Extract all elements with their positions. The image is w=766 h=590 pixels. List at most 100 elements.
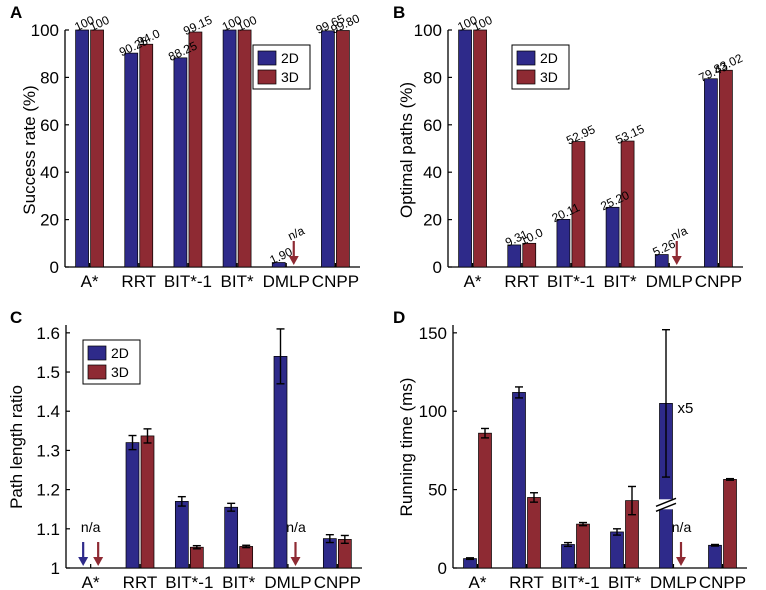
na-arrow-head bbox=[671, 256, 682, 265]
panel-label: C bbox=[10, 308, 22, 327]
panel-label: A bbox=[10, 3, 22, 22]
y-tick-label: 20 bbox=[40, 211, 59, 230]
bar bbox=[561, 544, 575, 569]
legend-swatch-2d bbox=[257, 50, 277, 66]
value-label: n/a bbox=[669, 223, 690, 243]
legend-swatch-3d bbox=[516, 69, 536, 85]
na-arrow bbox=[671, 241, 682, 265]
axis-break-line bbox=[655, 502, 677, 512]
bar bbox=[273, 356, 288, 569]
plot-area: 1 1.1 1.2 1.3 1.4 1.5 1.6 A* RRT BIT*-1 BIT* DMLP CN… bbox=[36, 324, 362, 590]
annotation-label: x5 bbox=[678, 400, 694, 417]
panel-a: A Success rate (%) 0 20 40 60 80 100 A* RRT BIT*… bbox=[10, 3, 362, 291]
bar bbox=[222, 29, 237, 268]
x-tick-label: CNPP bbox=[695, 272, 742, 291]
x-tick-label: DMLP bbox=[646, 272, 693, 291]
bar bbox=[610, 531, 624, 569]
bar bbox=[654, 254, 669, 268]
x-tick-label: BIT* bbox=[608, 573, 641, 590]
x-tick-label: DMLP bbox=[650, 573, 697, 590]
na-label: n/a bbox=[81, 519, 101, 535]
bar bbox=[188, 31, 203, 268]
x-tick-label: A* bbox=[82, 573, 100, 590]
y-tick-label: 20 bbox=[423, 211, 442, 230]
bar bbox=[239, 546, 254, 569]
panel-b: B Optimal paths (%) 0 20 40 60 80 100 A* RRT BIT… bbox=[393, 3, 745, 291]
legend-label-3d: 3D bbox=[111, 364, 129, 380]
y-tick-label: 80 bbox=[423, 68, 442, 87]
y-tick-label: 1.3 bbox=[36, 441, 60, 460]
na-arrow bbox=[676, 542, 686, 566]
na-label: n/a bbox=[672, 519, 692, 535]
bar bbox=[189, 546, 204, 569]
y-axis-label: Optimal paths (%) bbox=[397, 82, 416, 218]
x-tick-label: BIT*-1 bbox=[547, 272, 595, 291]
x-tick-label: RRT bbox=[121, 272, 156, 291]
bar bbox=[605, 206, 620, 268]
na-arrow-head bbox=[676, 557, 686, 566]
bar bbox=[719, 69, 733, 268]
bar bbox=[124, 52, 139, 268]
y-tick-label: 0 bbox=[50, 258, 59, 277]
legend-label-2d: 2D bbox=[540, 50, 558, 66]
legend-swatch-3d bbox=[257, 69, 277, 85]
y-axis-label: Success rate (%) bbox=[20, 85, 39, 214]
x-tick-label: BIT*-1 bbox=[551, 573, 599, 590]
na-arrow-head bbox=[93, 557, 104, 566]
na-arrow bbox=[290, 542, 301, 566]
y-tick-label: 80 bbox=[40, 68, 59, 87]
bar bbox=[723, 479, 737, 569]
bar bbox=[576, 523, 590, 569]
bar bbox=[478, 432, 492, 569]
bar bbox=[271, 262, 286, 268]
bar bbox=[620, 140, 635, 268]
bar bbox=[75, 29, 89, 268]
y-tick-label: 1.6 bbox=[36, 324, 60, 343]
y-tick-label: 100 bbox=[31, 21, 59, 40]
y-axis-label: Path length ratio bbox=[7, 385, 26, 509]
x-tick-label: CNPP bbox=[699, 573, 746, 590]
bar bbox=[473, 29, 487, 268]
bar bbox=[571, 141, 586, 268]
bar bbox=[125, 442, 140, 569]
y-tick-label: 50 bbox=[428, 481, 447, 500]
value-label: n/a bbox=[286, 223, 307, 243]
x-tick-label: A* bbox=[469, 573, 487, 590]
y-tick-label: 60 bbox=[423, 116, 442, 135]
y-tick-label: 60 bbox=[40, 116, 59, 135]
na-arrow bbox=[78, 542, 89, 566]
legend-swatch-2d bbox=[516, 50, 536, 66]
y-tick-label: 150 bbox=[419, 324, 447, 343]
y-tick-label: 1.1 bbox=[36, 520, 60, 539]
bar bbox=[704, 78, 718, 268]
plot-area: 0 50 100 150 A* RRT BIT*-1 BIT* DMLP CNPP n/a x5 bbox=[419, 324, 747, 590]
bar bbox=[139, 43, 154, 268]
bar bbox=[556, 218, 571, 268]
bar bbox=[522, 242, 537, 268]
bar bbox=[708, 544, 722, 569]
y-tick-label: 1.4 bbox=[36, 402, 60, 421]
y-tick-label: 100 bbox=[419, 402, 447, 421]
bar bbox=[224, 506, 239, 569]
x-tick-label: DMLP bbox=[264, 573, 311, 590]
bar bbox=[174, 501, 189, 569]
na-arrow-head bbox=[288, 256, 299, 265]
bar bbox=[458, 29, 472, 268]
axis-break-line bbox=[655, 497, 677, 507]
legend: 2D 3D bbox=[252, 44, 311, 90]
legend-swatch-3d bbox=[87, 364, 107, 380]
legend-label-3d: 3D bbox=[540, 69, 558, 85]
y-tick-label: 1 bbox=[51, 559, 60, 578]
na-arrow bbox=[93, 542, 104, 566]
y-tick-label: 1.5 bbox=[36, 363, 60, 382]
y-tick-label: 0 bbox=[433, 258, 442, 277]
y-tick-label: 1.2 bbox=[36, 481, 60, 500]
y-tick-label: 0 bbox=[438, 559, 447, 578]
na-arrow-head bbox=[290, 557, 301, 566]
legend-label-2d: 2D bbox=[111, 345, 129, 361]
legend-swatch-2d bbox=[87, 345, 107, 361]
x-tick-label: BIT* bbox=[222, 573, 255, 590]
